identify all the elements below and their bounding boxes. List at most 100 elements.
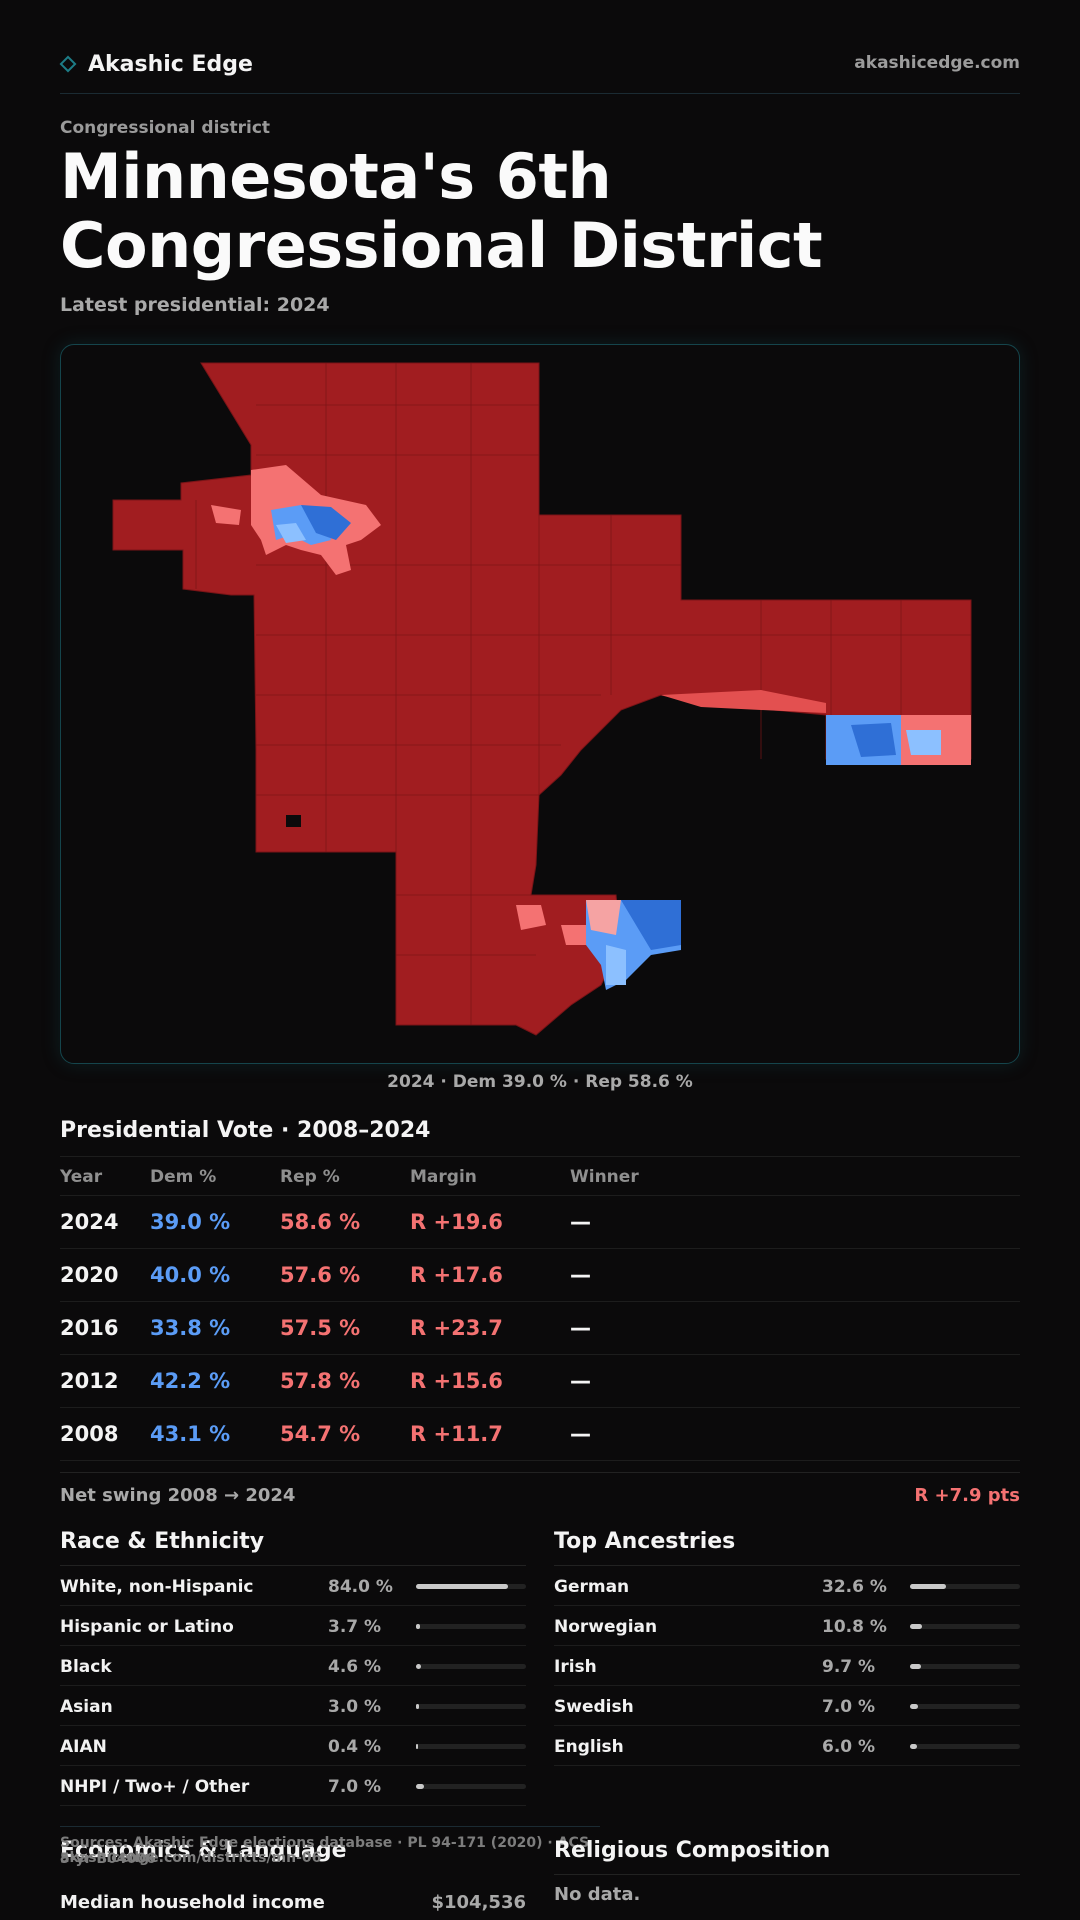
map-precincts-east — [661, 690, 971, 765]
race-pct: 3.7 % — [328, 1617, 382, 1637]
ancestry-label: Swedish — [554, 1697, 634, 1717]
race-bar-track — [416, 1584, 526, 1589]
cell-rep: 57.5 % — [280, 1316, 361, 1340]
race-bar-fill — [416, 1664, 422, 1669]
site-url-link[interactable]: akashicedge.com — [854, 53, 1020, 73]
race-row: Hispanic or Latino 3.7 % — [60, 1606, 526, 1646]
cell-rep: 57.6 % — [280, 1263, 361, 1287]
race-label: NHPI / Two+ / Other — [60, 1777, 250, 1797]
col-year: Year — [60, 1167, 103, 1187]
col-winner: Winner — [570, 1167, 639, 1187]
cell-rep: 57.8 % — [280, 1369, 361, 1393]
race-row: AIAN 0.4 % — [60, 1726, 526, 1766]
brand-name: Akashic Edge — [88, 51, 253, 77]
ancestry-row: Norwegian 10.8 % — [554, 1606, 1020, 1646]
map-precincts-south — [516, 900, 681, 990]
cell-year: 2008 — [60, 1422, 119, 1446]
table-row: 2008 43.1 % 54.7 % R +11.7 — — [60, 1408, 1020, 1461]
race-label: Black — [60, 1657, 112, 1677]
net-swing-label: Net swing 2008 → 2024 — [60, 1485, 296, 1506]
religion-empty: No data. — [554, 1884, 641, 1905]
race-bar-track — [416, 1744, 526, 1749]
brand-link[interactable]: Akashic Edge — [59, 48, 253, 80]
ancestry-pct: 9.7 % — [822, 1657, 876, 1677]
ancestry-label: Irish — [554, 1657, 597, 1677]
race-label: AIAN — [60, 1737, 107, 1757]
race-row: White, non-Hispanic 84.0 % — [60, 1566, 526, 1606]
ancestry-title: Top Ancestries — [554, 1528, 1020, 1566]
cell-winner: — — [570, 1422, 591, 1446]
ancestry-bar-track — [910, 1664, 1020, 1669]
ancestry-pct: 6.0 % — [822, 1737, 876, 1757]
cell-margin: R +23.7 — [410, 1316, 503, 1340]
table-row: 2016 33.8 % 57.5 % R +23.7 — — [60, 1302, 1020, 1355]
race-label: Hispanic or Latino — [60, 1617, 234, 1637]
cell-rep: 58.6 % — [280, 1210, 361, 1234]
race-bar-fill — [416, 1784, 424, 1789]
ancestry-pct: 7.0 % — [822, 1697, 876, 1717]
col-margin: Margin — [410, 1167, 477, 1187]
race-label: White, non-Hispanic — [60, 1577, 254, 1597]
cell-dem: 42.2 % — [150, 1369, 231, 1393]
ancestry-bar-fill — [910, 1744, 917, 1749]
ancestry-row: German 32.6 % — [554, 1566, 1020, 1606]
cell-year: 2024 — [60, 1210, 119, 1234]
page-title: Minnesota's 6th Congressional District — [60, 140, 823, 282]
race-bar-fill — [416, 1744, 419, 1749]
income-value: $104,536 — [431, 1892, 526, 1913]
district-map-svg — [112, 362, 972, 1036]
ancestry-bar-track — [910, 1624, 1020, 1629]
vote-section-title: Presidential Vote · 2008–2024 — [60, 1118, 431, 1143]
race-bar-track — [416, 1664, 526, 1669]
race-pct: 3.0 % — [328, 1697, 382, 1717]
race-pct: 84.0 % — [328, 1577, 393, 1597]
col-dem: Dem % — [150, 1167, 217, 1187]
race-pct: 4.6 % — [328, 1657, 382, 1677]
cell-winner: — — [570, 1210, 591, 1234]
diamond-logo-icon — [59, 55, 77, 73]
religion-title: Religious Composition — [554, 1838, 831, 1863]
net-swing-value: R +7.9 pts — [914, 1485, 1020, 1506]
cell-winner: — — [570, 1263, 591, 1287]
religion-divider — [554, 1874, 1020, 1875]
district-map[interactable] — [60, 344, 1020, 1064]
cell-margin: R +11.7 — [410, 1422, 503, 1446]
cell-dem: 33.8 % — [150, 1316, 231, 1340]
race-label: Asian — [60, 1697, 113, 1717]
race-bar-track — [416, 1624, 526, 1629]
race-pct: 0.4 % — [328, 1737, 382, 1757]
top-bar: Akashic Edge akashicedge.com — [59, 48, 1020, 94]
ancestry-bar-fill — [910, 1584, 946, 1589]
ancestry-pct: 32.6 % — [822, 1577, 887, 1597]
sources-note: Sources: Akashic Edge elections database… — [60, 1826, 600, 1867]
race-panel: Race & Ethnicity White, non-Hispanic 84.… — [60, 1528, 526, 1806]
ancestry-pct: 10.8 % — [822, 1617, 887, 1637]
race-bar-fill — [416, 1704, 420, 1709]
sources-url-link[interactable]: akashicedge.com/districts/mn-06 — [60, 1850, 322, 1866]
ancestry-bar-track — [910, 1704, 1020, 1709]
race-title: Race & Ethnicity — [60, 1528, 526, 1566]
ancestry-label: Norwegian — [554, 1617, 658, 1637]
col-rep: Rep % — [280, 1167, 340, 1187]
economics-title: Economics & Language — [60, 1838, 347, 1863]
cell-margin: R +19.6 — [410, 1210, 503, 1234]
cell-year: 2016 — [60, 1316, 119, 1340]
cell-margin: R +17.6 — [410, 1263, 503, 1287]
ancestry-row: English 6.0 % — [554, 1726, 1020, 1766]
race-row: Black 4.6 % — [60, 1646, 526, 1686]
table-row: 2012 42.2 % 57.8 % R +15.6 — — [60, 1355, 1020, 1408]
race-bar-fill — [416, 1584, 509, 1589]
race-row: Asian 3.0 % — [60, 1686, 526, 1726]
cell-rep: 54.7 % — [280, 1422, 361, 1446]
ancestry-label: German — [554, 1577, 630, 1597]
ancestry-panel: Top Ancestries German 32.6 % Norwegian 1… — [554, 1528, 1020, 1766]
table-row: 2024 39.0 % 58.6 % R +19.6 — — [60, 1196, 1020, 1249]
map-region-north — [112, 362, 972, 1036]
income-label: Median household income — [60, 1892, 325, 1913]
cell-year: 2012 — [60, 1369, 119, 1393]
ancestry-bar-fill — [910, 1664, 921, 1669]
ancestry-bar-track — [910, 1744, 1020, 1749]
map-precincts-northwest — [211, 465, 381, 575]
table-row: 2020 40.0 % 57.6 % R +17.6 — — [60, 1249, 1020, 1302]
cell-winner: — — [570, 1369, 591, 1393]
